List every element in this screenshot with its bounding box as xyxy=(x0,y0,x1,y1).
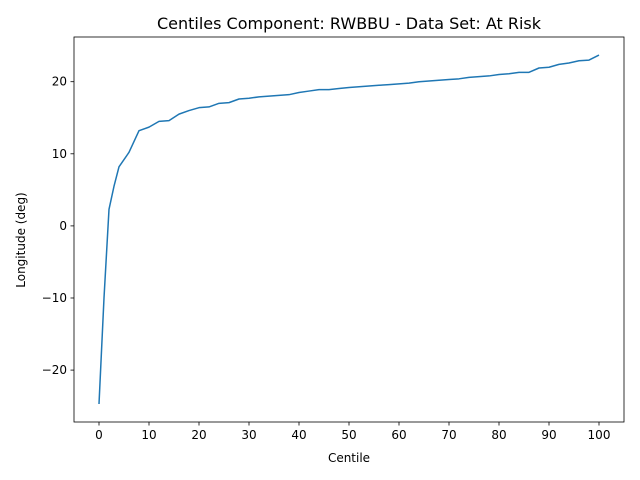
y-tick-label: 10 xyxy=(52,147,67,161)
series-line-0 xyxy=(98,54,600,405)
chart-title: Centiles Component: RWBBU - Data Set: At… xyxy=(157,14,542,33)
y-tick-label: −10 xyxy=(42,291,67,305)
x-tick-label: 30 xyxy=(241,428,256,442)
x-tick-label: 50 xyxy=(341,428,356,442)
x-tick-label: 10 xyxy=(141,428,156,442)
x-tick-label: 100 xyxy=(588,428,611,442)
plot-area: 0 10 20 30 40 50 60 70 80 90 100 −20 −10 0 10 20 xyxy=(42,36,625,442)
x-tick-label: 0 xyxy=(95,428,103,442)
y-axis-label: Longitude (deg) xyxy=(14,192,28,287)
axes-frame xyxy=(73,36,625,423)
x-tick-label: 40 xyxy=(291,428,306,442)
x-tick-label: 70 xyxy=(441,428,456,442)
x-axis-label: Centile xyxy=(328,451,370,465)
y-tick-label: −20 xyxy=(42,363,67,377)
y-tick-label: 0 xyxy=(59,219,67,233)
x-tick-label: 60 xyxy=(391,428,406,442)
x-tick-label: 90 xyxy=(541,428,556,442)
x-tick-label: 80 xyxy=(491,428,506,442)
x-tick-label: 20 xyxy=(191,428,206,442)
y-tick-label: 20 xyxy=(52,75,67,89)
